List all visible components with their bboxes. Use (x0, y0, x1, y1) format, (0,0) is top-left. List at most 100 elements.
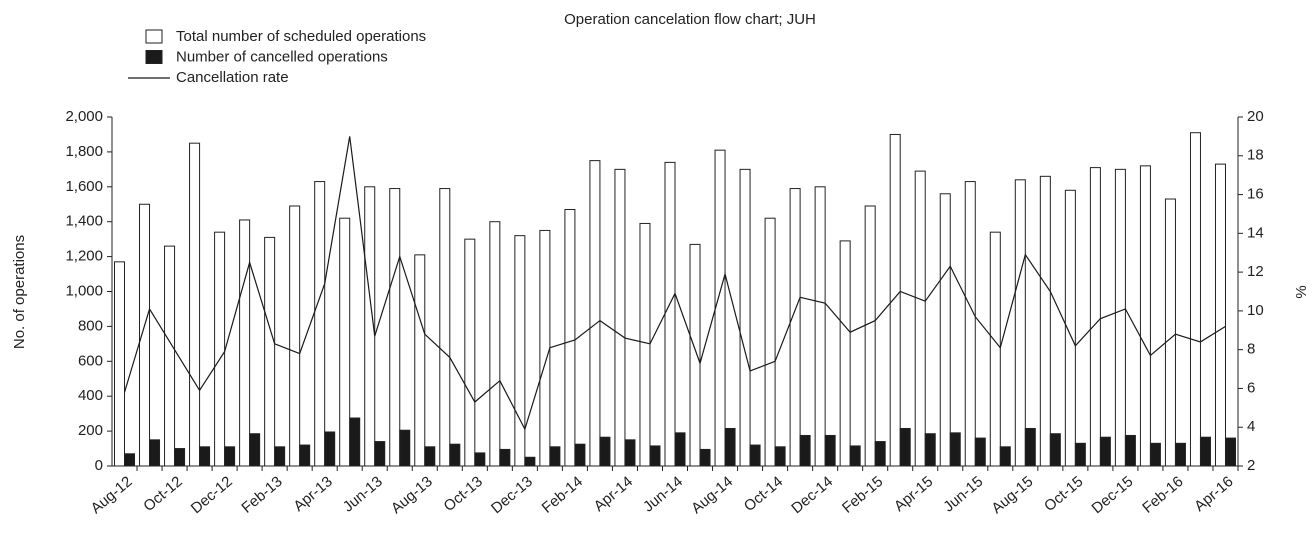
bar (424, 446, 436, 467)
x-tick-label: Apr-13 (290, 473, 335, 515)
bar (614, 168, 626, 467)
bar (974, 437, 986, 467)
bar (949, 432, 961, 467)
bar (889, 133, 901, 467)
x-tick-label: Dec-12 (188, 473, 236, 517)
legend-label: Cancellation rate (176, 69, 289, 86)
bar (489, 221, 501, 467)
y2-tick-label: 14 (1247, 224, 1264, 241)
bar (999, 446, 1011, 467)
bar (599, 436, 611, 467)
bar (189, 142, 201, 467)
bar (124, 453, 136, 467)
bar (1199, 436, 1211, 467)
bar (789, 188, 801, 467)
bar (574, 443, 586, 467)
y-axis-label: No. of operations (11, 235, 28, 349)
bar (814, 186, 826, 467)
bar (799, 434, 811, 467)
chart-title: Operation cancelation flow chart; JUH (564, 11, 816, 28)
y-tick-label: 800 (78, 317, 103, 334)
bar (164, 245, 176, 467)
bar (1099, 436, 1111, 467)
bar (899, 427, 911, 467)
bar (824, 434, 836, 467)
y-tick-label: 400 (78, 387, 103, 404)
y-tick-label: 1,000 (65, 282, 103, 299)
bar (624, 439, 636, 467)
bar (239, 219, 251, 467)
bar (839, 240, 851, 467)
bar (349, 417, 361, 467)
bar (589, 160, 601, 467)
bar (924, 433, 936, 467)
y-tick-label: 1,400 (65, 213, 103, 230)
bar (1089, 167, 1101, 467)
bar (299, 444, 311, 467)
bar (449, 443, 461, 467)
bar (1064, 189, 1076, 467)
y-tick-label: 200 (78, 422, 103, 439)
x-tick-label: Apr-16 (1191, 473, 1236, 515)
bar (1164, 198, 1176, 467)
bar (514, 235, 526, 467)
rate-line (123, 136, 1226, 431)
bar (699, 448, 711, 467)
bar (339, 217, 351, 467)
bar (399, 429, 411, 467)
bar (1224, 437, 1236, 467)
bar (464, 238, 476, 467)
bar (474, 452, 486, 467)
bar (439, 188, 451, 467)
x-tick-label: Apr-15 (891, 473, 936, 515)
y2-tick-label: 8 (1247, 341, 1255, 358)
x-tick-label: Jun-14 (640, 473, 686, 516)
y2-axis-label: % (1293, 285, 1310, 298)
bar (249, 433, 261, 467)
bar (214, 231, 226, 467)
bar (764, 217, 776, 467)
y2-tick-label: 10 (1247, 302, 1264, 319)
bar (1024, 427, 1036, 467)
y2-tick-label: 6 (1247, 379, 1255, 396)
bar (649, 445, 661, 467)
bar (549, 446, 561, 467)
bar (1124, 434, 1136, 467)
x-tick-label: Aug-14 (688, 473, 736, 517)
y2-tick-label: 12 (1247, 263, 1264, 280)
x-tick-label: Oct-12 (140, 473, 185, 515)
y-tick-label: 600 (78, 352, 103, 369)
bar (914, 170, 926, 467)
bar (1114, 168, 1126, 467)
bar (499, 448, 511, 467)
x-tick-label: Oct-14 (741, 473, 786, 515)
bar (1149, 442, 1161, 467)
bar (1174, 442, 1186, 467)
x-tick-label: Jun-13 (340, 473, 386, 516)
bar (724, 427, 736, 467)
bar (939, 193, 951, 467)
bar (664, 161, 676, 467)
bar (1074, 442, 1086, 467)
x-tick-label: Feb-15 (839, 473, 886, 517)
y-tick-label: 1,200 (65, 248, 103, 265)
x-tick-label: Dec-14 (788, 473, 836, 517)
bar (639, 222, 651, 467)
y2-tick-label: 18 (1247, 147, 1264, 164)
bar (274, 446, 286, 467)
bar (174, 448, 186, 467)
x-tick-label: Dec-13 (488, 473, 536, 517)
x-tick-label: Aug-15 (988, 473, 1036, 517)
bar (224, 446, 236, 467)
y2-tick-label: 2 (1247, 457, 1255, 474)
bar (289, 205, 301, 467)
bar (749, 444, 761, 467)
x-tick-label: Apr-14 (591, 473, 636, 515)
y-tick-label: 2,000 (65, 108, 103, 125)
bar (149, 439, 161, 467)
bar (689, 243, 701, 467)
bar (964, 181, 976, 467)
bar (1214, 163, 1226, 467)
bar (564, 208, 576, 467)
